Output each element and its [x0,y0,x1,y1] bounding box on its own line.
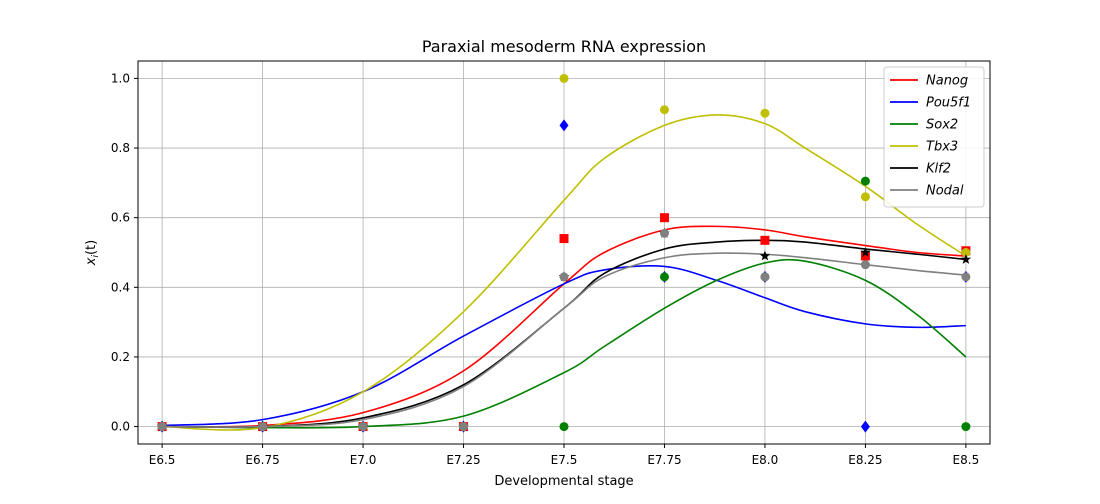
y-tick-label: 0.4 [111,280,130,294]
data-point-nanog [760,235,770,245]
x-tick-label: E7.0 [350,453,377,467]
data-point-nodal [559,272,569,282]
legend-label-sox2: Sox2 [926,118,958,133]
data-point-sox2 [659,272,669,282]
data-point-pou5f1 [559,119,569,132]
y-tick-label: 0.0 [111,420,130,434]
data-point-klf2 [759,250,771,261]
data-point-nodal [258,422,268,432]
x-tick-label: E6.5 [149,453,176,467]
series-line-tbx3 [162,114,967,431]
data-point-sox2 [961,422,971,432]
data-point-nodal [961,272,971,282]
x-tick-label: E8.5 [953,453,980,467]
x-tick-label: E8.25 [848,453,882,467]
series-line-nodal [162,252,966,428]
data-point-tbx3 [559,73,569,83]
data-point-nanog [559,234,569,244]
x-tick-label: E6.75 [245,453,279,467]
data-point-klf2 [960,253,972,264]
data-point-nanog [659,213,669,223]
y-axis-label: xi(t) [84,240,101,266]
legend-label-tbx3: Tbx3 [926,140,958,155]
data-point-tbx3 [961,248,971,257]
data-markers [156,73,972,433]
series-line-nanog [162,225,966,428]
legend-label-nodal: Nodal [926,184,964,199]
data-point-nodal [760,272,770,282]
data-point-tbx3 [860,192,870,202]
x-tick-label: E7.5 [551,453,578,467]
data-point-sox2 [860,176,870,186]
data-point-tbx3 [760,108,770,118]
data-point-pou5f1 [860,420,870,433]
x-tick-label: E7.25 [446,453,480,467]
data-point-tbx3 [659,105,669,115]
data-point-nodal [459,422,469,432]
series-curves [162,114,967,431]
series-line-pou5f1 [162,265,966,427]
series-line-sox2 [162,258,967,429]
x-axis-label: Developmental stage [494,474,633,489]
data-point-nodal [659,228,669,238]
data-point-nodal [358,422,368,432]
y-tick-label: 0.6 [111,211,130,225]
legend-label-pou5f1: Pou5f1 [926,96,971,111]
legend-label-nanog: Nanog [926,74,968,89]
data-point-nodal [860,260,870,270]
chart-title: Paraxial mesoderm RNA expression [422,37,706,56]
y-axis-label-text: xi(t) [84,240,101,266]
y-tick-label: 0.2 [111,350,130,364]
data-point-nanog [860,251,870,261]
y-tick-label: 0.8 [111,141,130,155]
legend-label-klf2: Klf2 [926,162,951,177]
series-line-klf2 [162,239,966,429]
data-point-sox2 [559,422,569,432]
x-tick-label: E7.75 [647,453,681,467]
axis-ticks: E6.5 E6.75 E7.0 E7.25 E7.5 E7.75 E8.0 E8.25 E8.5… [111,71,979,467]
y-tick-label: 1.0 [111,71,130,85]
x-tick-label: E8.0 [752,453,779,467]
legend[interactable]: Nanog Pou5f1 Sox2 Tbx3 Klf2 Nodal [883,66,985,208]
data-point-klf2 [860,247,871,257]
data-point-nodal [157,422,167,432]
